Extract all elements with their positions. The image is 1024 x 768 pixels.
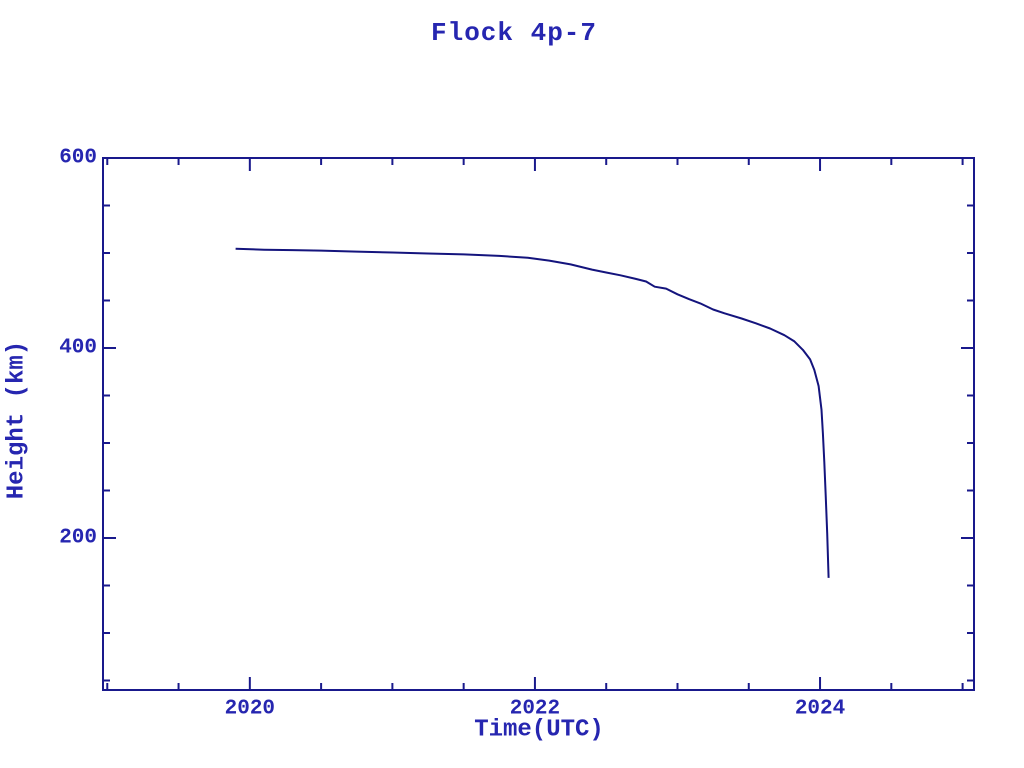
- y-tick-label: 400: [59, 336, 97, 360]
- y-tick-label: 200: [59, 526, 97, 550]
- x-tick-label: 2024: [794, 697, 846, 721]
- axis-box: [102, 157, 975, 691]
- x-tick-label: 2020: [224, 697, 276, 721]
- chart-title: Flock 4p-7: [430, 18, 598, 48]
- y-axis-label: Height (km): [3, 340, 31, 500]
- x-axis-label: Time(UTC): [474, 716, 604, 744]
- x-tick-label: 2022: [509, 697, 561, 721]
- y-tick-label: 600: [59, 146, 97, 170]
- height-curve: [235, 247, 830, 578]
